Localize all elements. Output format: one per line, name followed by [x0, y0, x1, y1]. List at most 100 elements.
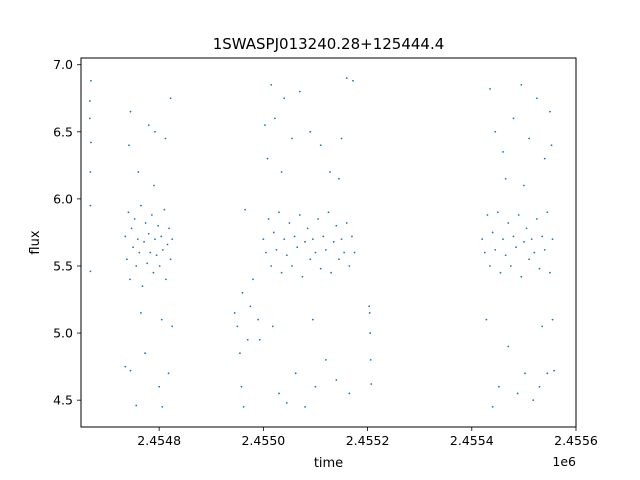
y-axis-ticks: 4.5 5.0 5.5 6.0 6.5 7.0 [53, 57, 81, 408]
data-point [502, 151, 504, 153]
data-point [497, 385, 500, 388]
data-point [89, 270, 92, 273]
data-point [549, 110, 551, 113]
data-point [499, 271, 502, 274]
data-point [278, 211, 280, 214]
data-point [369, 359, 372, 361]
data-point [532, 399, 535, 402]
data-point [285, 401, 288, 404]
data-point [273, 117, 276, 120]
data-point [124, 235, 127, 238]
data-point [90, 79, 92, 82]
data-point [88, 117, 91, 120]
data-point [275, 248, 278, 251]
data-points [88, 77, 556, 408]
data-point [283, 97, 286, 100]
x-tick-label: 2.4552 [346, 433, 390, 448]
data-point [369, 332, 372, 334]
data-point [317, 218, 319, 220]
data-point [133, 218, 136, 220]
data-point [340, 137, 343, 140]
data-point [160, 318, 163, 321]
data-point [270, 265, 273, 267]
data-point [89, 204, 92, 207]
data-point [267, 218, 270, 220]
data-point [168, 227, 170, 230]
data-point [288, 222, 291, 224]
x-axis-ticks: 2.4548 2.4550 2.4552 2.4554 2.4556 [137, 427, 598, 448]
data-point [152, 271, 155, 274]
data-point [138, 251, 141, 254]
data-point [129, 110, 132, 113]
data-point [507, 345, 510, 348]
data-point [137, 171, 140, 173]
data-point [522, 184, 525, 187]
data-point [485, 318, 488, 321]
data-point [368, 312, 371, 314]
data-point [309, 130, 312, 133]
data-point [314, 251, 317, 254]
data-point [233, 312, 236, 314]
data-point [330, 271, 333, 274]
data-point [132, 246, 135, 249]
data-point [348, 265, 351, 267]
data-point [319, 267, 322, 270]
y-tick-label: 6.0 [53, 191, 73, 206]
data-point [149, 251, 152, 254]
data-point [128, 144, 130, 147]
data-point [368, 305, 371, 308]
data-point [502, 238, 504, 241]
data-point [483, 251, 486, 254]
data-point [370, 383, 373, 385]
data-point [504, 254, 507, 257]
data-point [124, 365, 127, 368]
data-point [507, 222, 510, 224]
data-point [311, 318, 314, 321]
data-point [309, 258, 312, 261]
y-tick-label: 5.5 [53, 258, 73, 273]
data-point [266, 157, 269, 160]
data-point [166, 243, 169, 246]
data-point [329, 171, 331, 173]
data-point [129, 369, 132, 372]
plot-frame [80, 57, 577, 428]
data-point [291, 137, 293, 140]
data-point [278, 392, 280, 395]
data-point [528, 137, 531, 140]
data-point [89, 171, 92, 173]
data-point [141, 285, 144, 288]
data-point [345, 77, 348, 80]
data-point [522, 240, 525, 243]
data-point [298, 214, 301, 216]
data-point [160, 235, 163, 238]
x-tick-label: 2.4554 [450, 433, 494, 448]
data-point [533, 251, 536, 254]
data-point [304, 240, 306, 243]
data-point [546, 211, 549, 214]
data-point [550, 144, 553, 147]
data-point [169, 258, 172, 261]
data-point [538, 385, 541, 388]
data-point [352, 79, 354, 82]
y-tick-label: 4.5 [53, 393, 73, 408]
data-point [171, 325, 174, 328]
data-point [272, 231, 275, 234]
data-point [311, 238, 314, 241]
data-point [244, 208, 247, 211]
data-point [167, 372, 170, 375]
data-point [291, 265, 293, 267]
data-point [327, 211, 330, 214]
y-tick-label: 7.0 [53, 57, 73, 72]
data-point [304, 405, 306, 408]
data-point [551, 318, 554, 321]
data-point [135, 265, 138, 267]
data-point [338, 177, 340, 180]
data-point [296, 246, 299, 249]
data-point [163, 208, 166, 211]
data-point [517, 214, 520, 216]
data-point [169, 97, 172, 100]
data-point [265, 251, 267, 254]
data-point [520, 83, 523, 86]
data-point [481, 238, 484, 241]
